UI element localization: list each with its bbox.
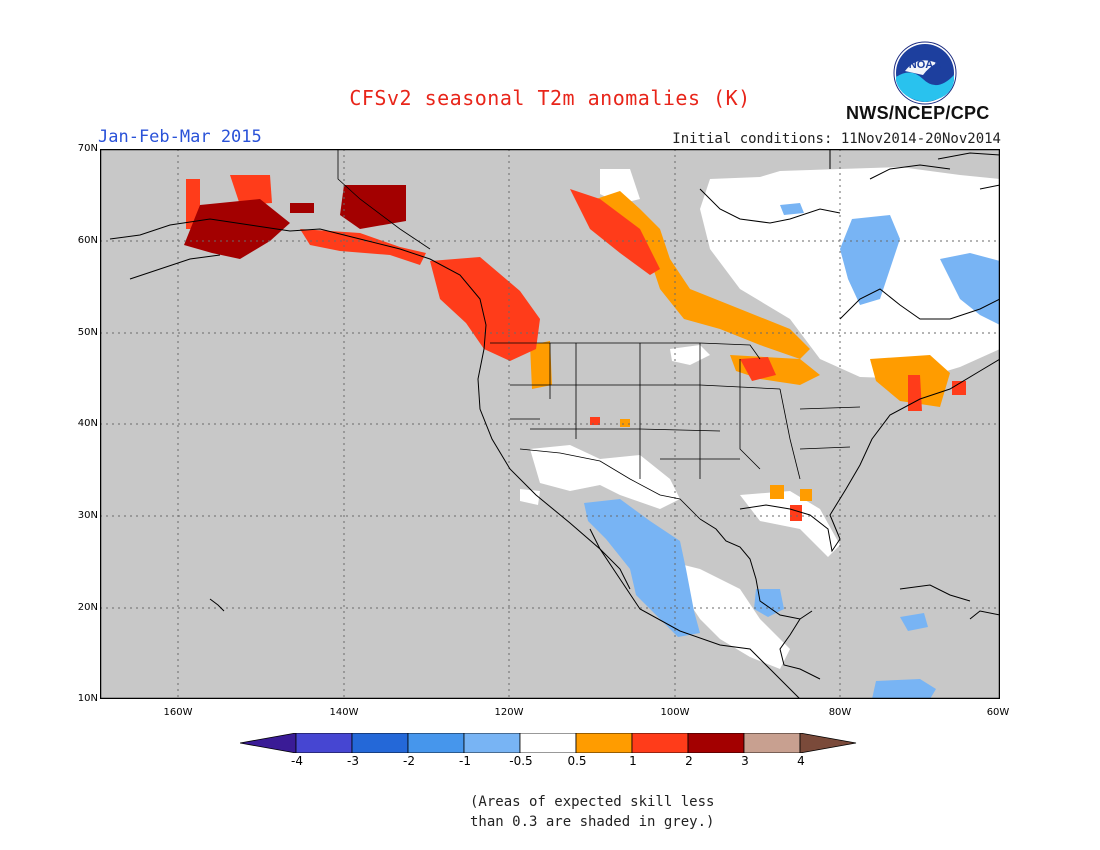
- legend-swatch: [351, 733, 409, 753]
- lon-label: 140W: [329, 707, 359, 718]
- lon-label: 80W: [828, 707, 852, 718]
- lon-label: 120W: [494, 707, 524, 718]
- warm-anomaly-regions: [184, 175, 966, 521]
- legend-swatch: [519, 733, 577, 753]
- lat-label: 30N: [77, 510, 98, 521]
- lon-label: 160W: [163, 707, 193, 718]
- legend-swatch: [407, 733, 465, 753]
- legend-arrow-high: [799, 733, 857, 753]
- coastlines: [109, 149, 1001, 700]
- forecast-period: Jan-Feb-Mar 2015: [98, 127, 262, 147]
- legend-label: -1: [459, 754, 471, 768]
- map-canvas: [99, 148, 1001, 700]
- legend-arrow-low: [240, 733, 297, 753]
- lon-label: 100W: [660, 707, 690, 718]
- map-border: [99, 148, 1001, 700]
- skill-footnote: (Areas of expected skill less than 0.3 a…: [470, 792, 714, 832]
- legend-label: -4: [291, 754, 303, 768]
- lon-label: 60W: [986, 707, 1010, 718]
- agency-label: NWS/NCEP/CPC: [846, 103, 990, 123]
- legend-swatch: [463, 733, 521, 753]
- legend-label: 1: [629, 754, 637, 768]
- noaa-logo: NOAA: [893, 41, 957, 105]
- legend-label: 2: [685, 754, 693, 768]
- lat-label: 60N: [77, 235, 98, 246]
- map-title: CFSv2 seasonal T2m anomalies (K): [349, 86, 751, 110]
- legend-swatch: [575, 733, 633, 753]
- legend-label: 4: [797, 754, 805, 768]
- lat-label: 70N: [77, 143, 98, 154]
- political-boundaries: [337, 149, 861, 520]
- graticule: [100, 149, 1000, 699]
- legend-swatch: [631, 733, 689, 753]
- legend-label: -0.5: [509, 754, 533, 768]
- legend-swatch: [687, 733, 745, 753]
- footnote-line: (Areas of expected skill less: [470, 794, 715, 810]
- noaa-logo-text: NOAA: [909, 59, 941, 71]
- legend-label: -3: [347, 754, 359, 768]
- lat-label: 10N: [77, 693, 98, 704]
- legend-swatch: [295, 733, 353, 753]
- color-legend: [240, 733, 857, 753]
- lat-label: 50N: [77, 327, 98, 338]
- legend-label: -2: [403, 754, 415, 768]
- anomaly-map: [99, 148, 1001, 700]
- legend-label: 0.5: [567, 754, 587, 768]
- footnote-line: than 0.3 are shaded in grey.): [470, 814, 715, 830]
- lat-label: 20N: [77, 602, 98, 613]
- initial-conditions: Initial conditions: 11Nov2014-20Nov2014: [672, 131, 1001, 147]
- legend-label: 3: [741, 754, 749, 768]
- lat-label: 40N: [77, 418, 98, 429]
- legend-swatch: [743, 733, 801, 753]
